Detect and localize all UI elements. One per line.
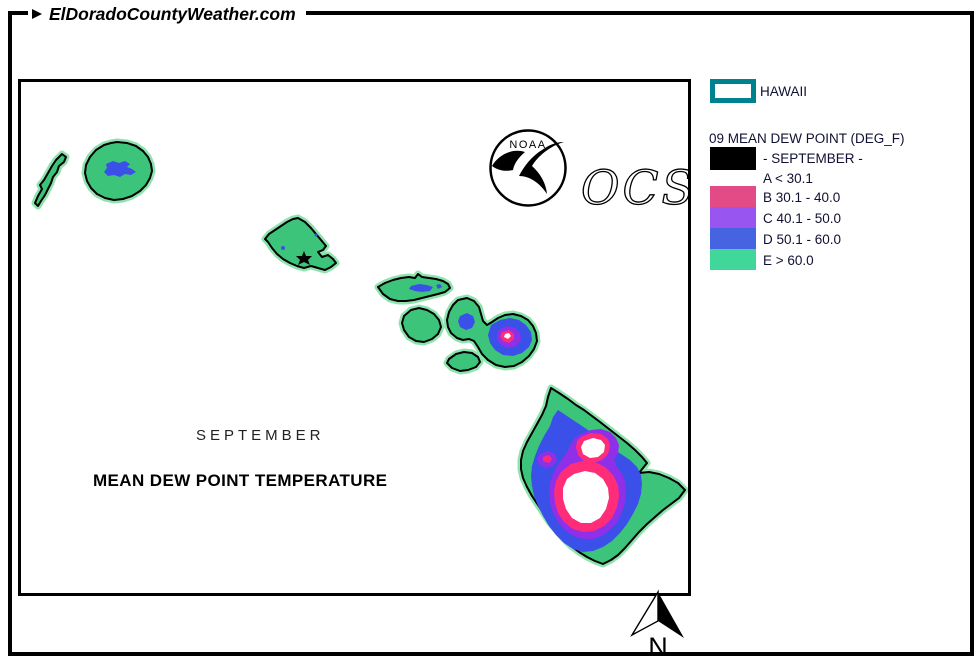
legend-title: 09 MEAN DEW POINT (DEG_F): [709, 131, 905, 146]
noaa-bird-icon: [492, 150, 525, 171]
legend-class-b-swatch: [710, 186, 756, 207]
month-label: SEPTEMBER: [196, 427, 325, 444]
north-label: N: [648, 632, 668, 660]
north-arrow-icon: N: [630, 589, 684, 660]
legend-class-a-label: A < 30.1: [763, 171, 813, 186]
noaa-bird-icon: [519, 142, 564, 194]
noaa-logo-text: NOAA: [509, 139, 546, 151]
site-title: ElDoradoCountyWeather.com: [49, 3, 296, 24]
dewpoint-zones: [104, 161, 642, 552]
islands-svg: NOAA OCS: [21, 129, 688, 593]
map-title: MEAN DEW POINT TEMPERATURE: [93, 471, 388, 490]
legend-class-b-label: B 30.1 - 40.0: [763, 190, 841, 205]
hawaii-region-label: HAWAII: [760, 84, 807, 99]
legend-class-d-label: D 50.1 - 60.0: [763, 232, 842, 247]
noaa-logo: NOAA: [489, 129, 567, 207]
page-border: [8, 11, 974, 656]
legend-class-e-label: E > 60.0: [763, 253, 814, 268]
legend-class-c-label: C 40.1 - 50.0: [763, 211, 842, 226]
ocs-logo-text: OCS: [581, 161, 688, 216]
honolulu-star-icon: [296, 251, 312, 265]
legend-class-c-swatch: [710, 207, 756, 228]
legend-september-swatch: [710, 147, 756, 170]
legend-class-e-swatch: [710, 249, 756, 270]
site-title-bar: ElDoradoCountyWeather.com: [28, 1, 306, 27]
legend-class-d-swatch: [710, 228, 756, 249]
legend-september-label: - SEPTEMBER -: [763, 151, 863, 166]
map-frame: NOAA OCS: [18, 79, 691, 596]
hawaii-region-swatch: [710, 79, 756, 103]
arrow-right-icon: [32, 9, 42, 19]
